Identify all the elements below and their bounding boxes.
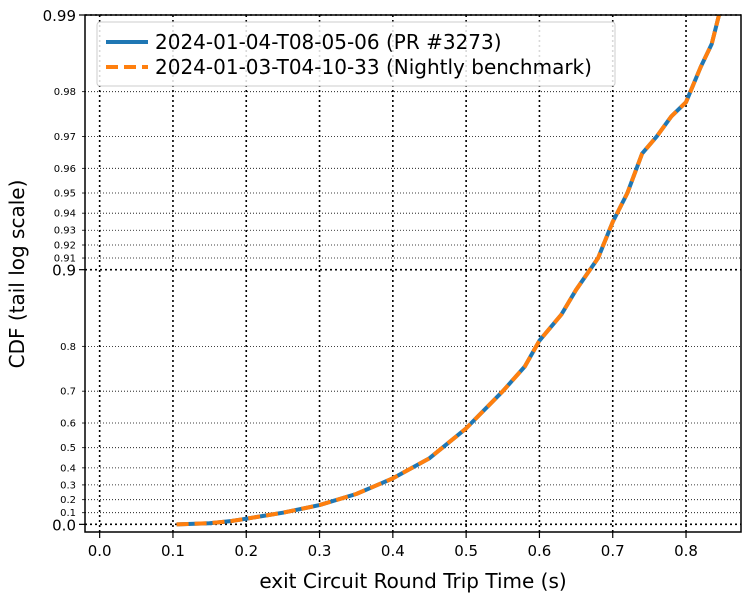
- y-minor-tick-label: 0.2: [60, 495, 76, 506]
- x-tick-label: 0.4: [381, 542, 405, 560]
- y-minor-tick-label: 0.8: [60, 342, 76, 353]
- y-major-tick-label: 0.9: [52, 262, 76, 280]
- y-minor-tick-label: 0.96: [54, 164, 76, 175]
- y-minor-tick-label: 0.94: [54, 209, 76, 220]
- y-minor-tick-label: 0.95: [54, 189, 76, 200]
- y-minor-tick-label: 0.6: [60, 419, 76, 430]
- y-minor-tick-label: 0.7: [60, 387, 76, 398]
- y-minor-tick-label: 0.97: [54, 132, 76, 143]
- x-tick-label: 0.2: [234, 542, 258, 560]
- y-axis-label: CDF (tail log scale): [5, 180, 29, 369]
- series-lines: [176, 14, 721, 527]
- y-major-tick-label: 0.0: [52, 516, 76, 534]
- legend: 2024-01-04-T08-05-06 (PR #3273) 2024-01-…: [96, 21, 616, 87]
- x-tick-label: 0.6: [528, 542, 552, 560]
- plot-area: [84, 14, 742, 533]
- x-tick-label: 0.5: [454, 542, 478, 560]
- x-tick-label: 0.7: [601, 542, 625, 560]
- legend-box: [96, 21, 616, 87]
- x-tick-label: 0.1: [161, 542, 185, 560]
- y-minor-tick-label: 0.98: [54, 87, 76, 98]
- series-line-nightly: [176, 14, 721, 527]
- y-minor-tick-label: 0.3: [60, 480, 76, 491]
- axis-ticks: 0.0 0.1 0.2 0.3 0.4 0.5 0.6 0.7 0.80.00.90.990.1…: [43, 7, 698, 560]
- x-tick-label: 0.3: [308, 542, 332, 560]
- x-tick-label: 0.8: [674, 542, 698, 560]
- grid-lines: [85, 14, 741, 532]
- x-axis-label: exit Circuit Round Trip Time (s): [259, 569, 566, 593]
- x-tick-label: 0.0: [88, 542, 112, 560]
- y-minor-tick-label: 0.5: [60, 443, 76, 454]
- y-minor-tick-label: 0.93: [54, 226, 76, 237]
- y-major-tick-label: 0.99: [43, 7, 76, 25]
- y-minor-tick-label: 0.4: [60, 463, 76, 474]
- y-minor-tick-label: 0.1: [60, 508, 76, 519]
- legend-label-nightly: 2024-01-03-T04-10-33 (Nightly benchmark): [155, 55, 592, 79]
- y-minor-tick-label: 0.91: [54, 254, 76, 265]
- y-minor-tick-label: 0.92: [54, 240, 76, 251]
- legend-label-pr: 2024-01-04-T08-05-06 (PR #3273): [155, 30, 502, 54]
